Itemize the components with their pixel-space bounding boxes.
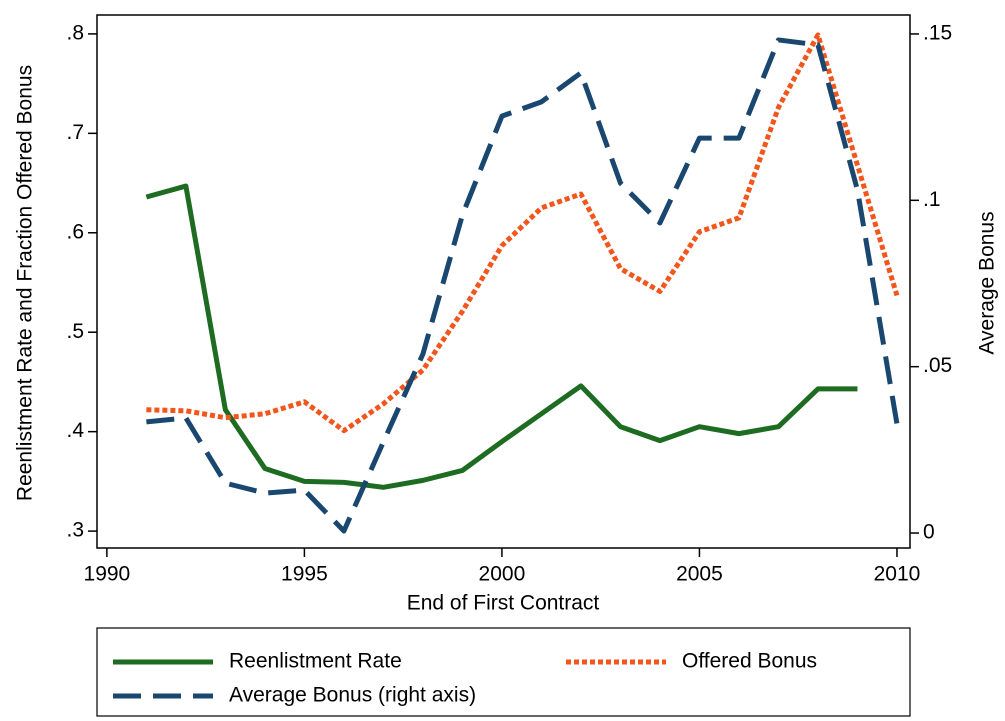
y-axis-label: Reenlistment Rate and Fraction Offered B…: [14, 65, 37, 501]
legend-label: Offered Bonus: [682, 650, 817, 673]
y-tick-label: .3: [66, 519, 84, 542]
y2-tick-label: .05: [923, 354, 952, 377]
x-axis-label: End of First Contract: [407, 592, 600, 615]
y2-tick-label: .15: [923, 22, 952, 45]
y-tick-label: .8: [66, 21, 84, 44]
y-tick-label: .6: [66, 220, 84, 243]
x-tick-label: 1990: [84, 563, 131, 586]
x-tick-label: 2000: [479, 563, 526, 586]
y2-tick-label: .1: [923, 188, 941, 211]
y-tick-label: .4: [66, 419, 84, 442]
x-tick-label: 2005: [676, 563, 723, 586]
legend-label: Reenlistment Rate: [229, 650, 402, 673]
y2-axis-label: Average Bonus: [976, 211, 999, 354]
series-line: [146, 37, 900, 534]
series-line: [145, 183, 858, 490]
y-tick-label: .7: [66, 121, 84, 144]
plot-frame: [96, 14, 911, 549]
series-line: [146, 32, 900, 434]
legend-box: [96, 627, 911, 717]
legend-label: Average Bonus (right axis): [229, 684, 476, 707]
y2-tick-label: 0: [923, 521, 935, 544]
x-tick-label: 1995: [281, 563, 328, 586]
y-tick-label: .5: [66, 320, 84, 343]
x-tick-label: 2010: [874, 563, 921, 586]
